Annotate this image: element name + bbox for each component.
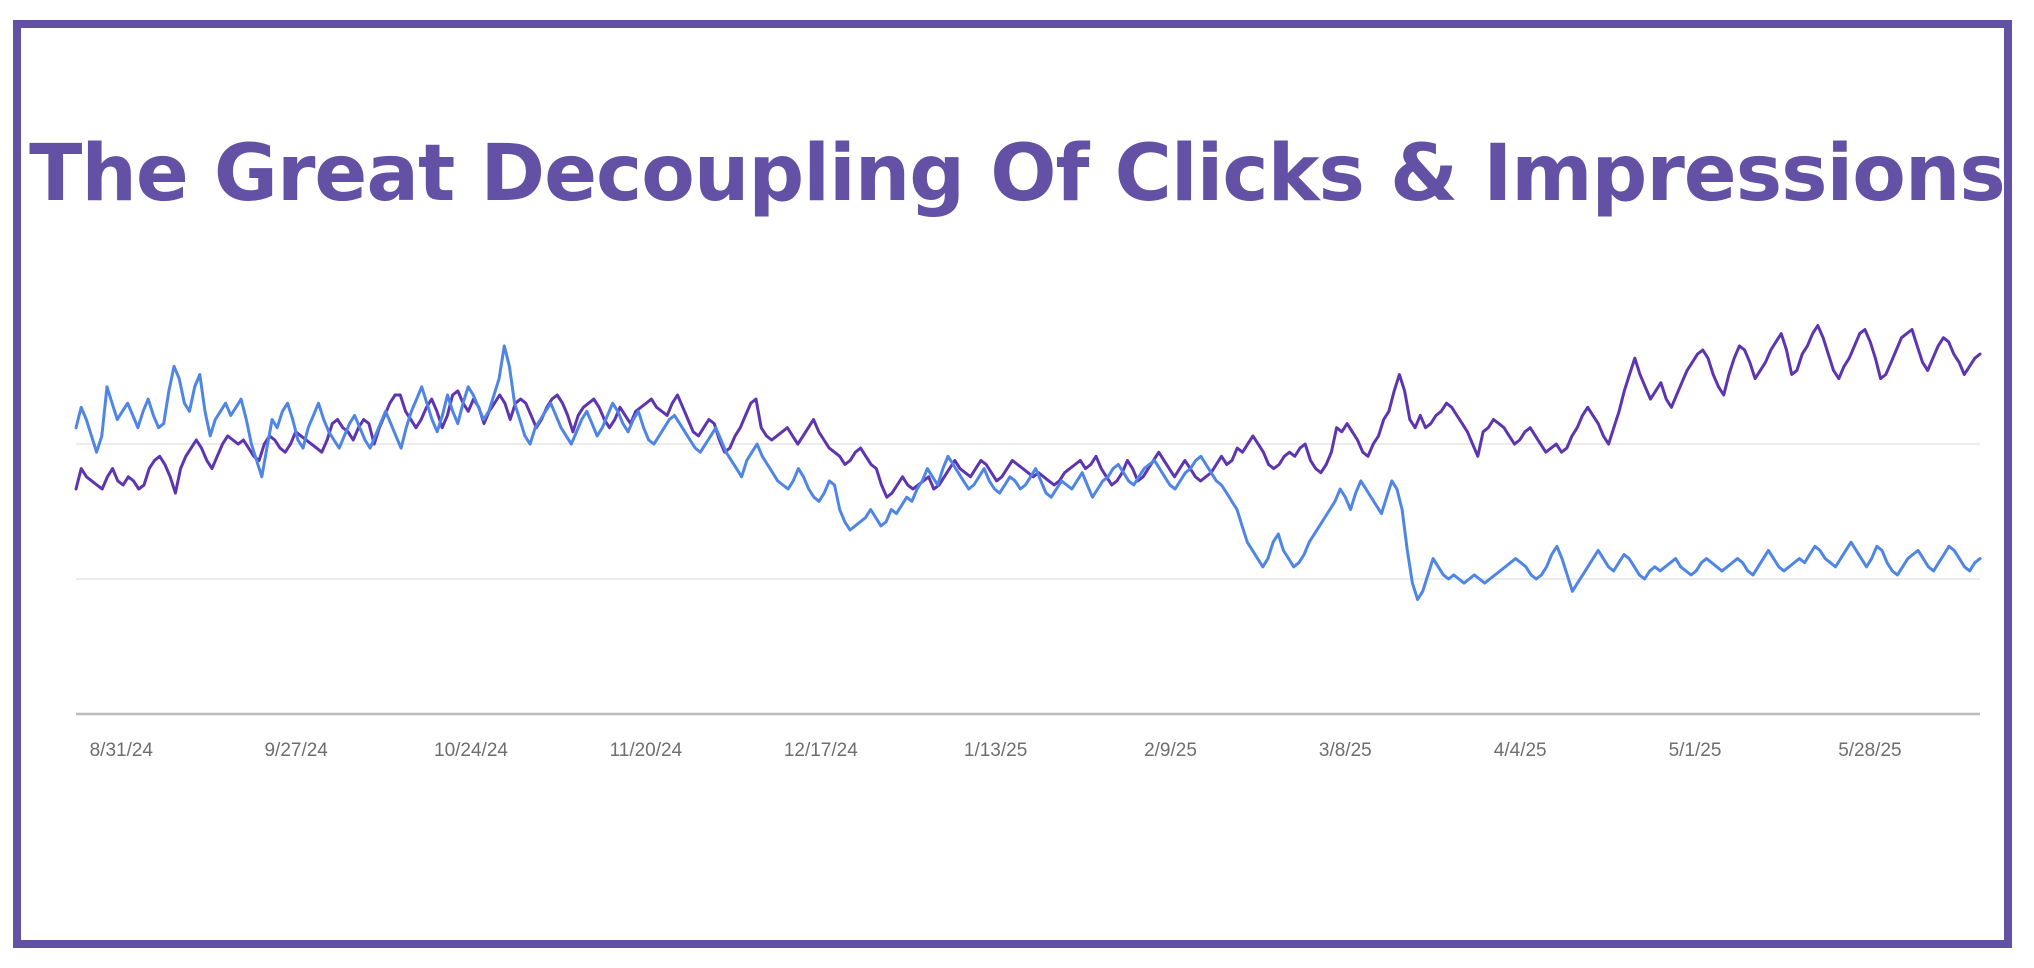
x-tick-label: 12/17/24 <box>784 740 858 761</box>
chart-frame <box>13 20 2012 948</box>
x-tick-label: 10/24/24 <box>434 740 508 761</box>
x-tick-label: 5/28/25 <box>1838 740 1901 761</box>
series-line-1 <box>74 324 1982 499</box>
chart-title: The Great Decoupling Of Clicks & Impress… <box>29 129 2006 219</box>
x-tick-label: 3/8/25 <box>1319 740 1372 761</box>
x-tick-label: 2/9/25 <box>1144 740 1197 761</box>
x-tick-label: 11/20/24 <box>610 740 683 761</box>
x-tick-label: 9/27/24 <box>264 740 328 761</box>
x-tick-label: 1/13/25 <box>964 740 1027 761</box>
series-line-2 <box>74 344 1982 601</box>
series-lines <box>74 324 1982 601</box>
gridlines <box>76 443 1980 580</box>
x-tick-labels: 8/31/24 9/27/24 10/24/24 11/20/24 12/17/24 1/… <box>90 740 1902 761</box>
x-tick-label: 8/31/24 <box>90 740 154 761</box>
x-tick-label: 5/1/25 <box>1669 740 1722 761</box>
x-tick-label: 4/4/25 <box>1494 740 1547 761</box>
